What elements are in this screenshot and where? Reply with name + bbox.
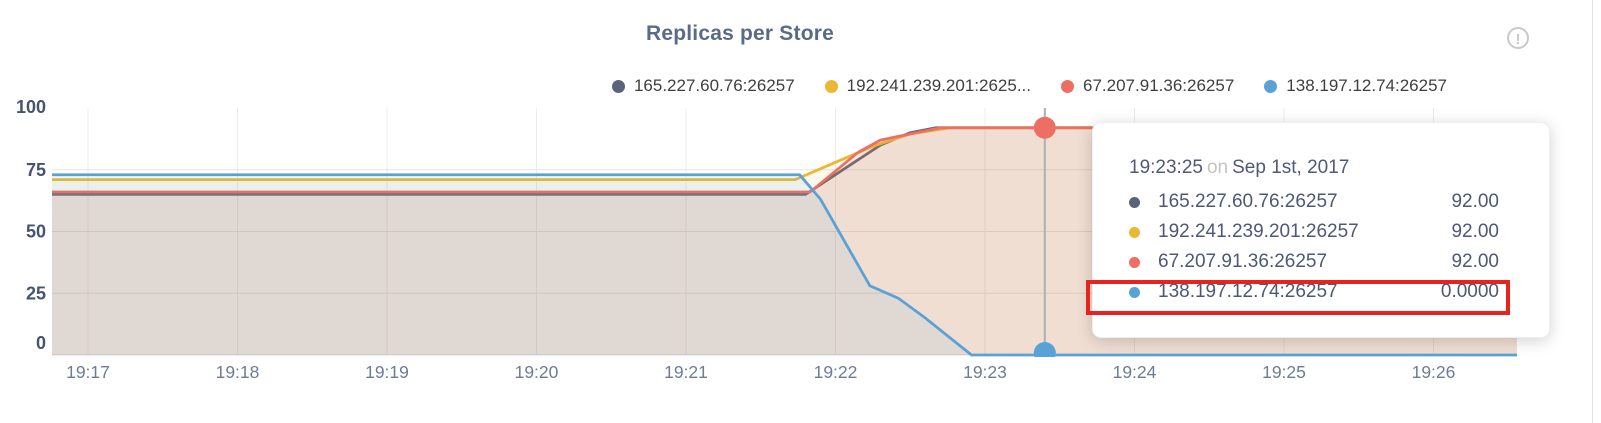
x-tick-label: 19:23 bbox=[963, 362, 1007, 382]
y-tick-label: 100 bbox=[16, 97, 46, 117]
legend-item[interactable]: 192.241.239.201:2625... bbox=[824, 76, 1032, 96]
tooltip-time: 19:23:25 bbox=[1129, 157, 1203, 178]
x-tick-label: 19:26 bbox=[1412, 362, 1456, 382]
x-axis-labels: 19:17 19:18 19:19 19:20 19:21 19:22 19:23 19:24… bbox=[66, 362, 1455, 382]
tooltip-series-dot-icon bbox=[1129, 286, 1140, 298]
tooltip-series-value: 92.00 bbox=[1451, 251, 1499, 272]
info-icon-glyph: ! bbox=[1515, 31, 1521, 48]
y-tick-label: 25 bbox=[26, 283, 46, 303]
info-icon[interactable]: ! bbox=[1507, 27, 1529, 49]
legend-label: 67.207.91.36:26257 bbox=[1083, 76, 1235, 95]
x-tick-label: 19:18 bbox=[216, 362, 260, 382]
hover-tooltip: 19:23:25 on Sep 1st, 2017 165.227.60.76:26… bbox=[1092, 122, 1550, 338]
series-line bbox=[52, 173, 1517, 357]
tooltip-date: Sep 1st, 2017 bbox=[1232, 157, 1350, 178]
legend-label: 165.227.60.76:26257 bbox=[633, 76, 795, 95]
y-tick-label: 50 bbox=[26, 222, 46, 242]
highlight-dots bbox=[1033, 116, 1056, 364]
x-tick-label: 19:25 bbox=[1262, 362, 1306, 382]
highlight-dot[interactable] bbox=[1033, 116, 1056, 139]
tooltip-series-name: 138.197.12.74:26257 bbox=[1158, 281, 1338, 302]
y-axis-labels: 0 25 50 75 100 bbox=[16, 97, 46, 353]
legend-dot-icon bbox=[1061, 79, 1075, 93]
tooltip-series-value: 0.0000 bbox=[1440, 281, 1499, 302]
chart-title: Replicas per Store bbox=[645, 22, 834, 45]
legend-item[interactable]: 67.207.91.36:26257 bbox=[1061, 76, 1234, 96]
tooltip-series-name: 192.241.239.201:26257 bbox=[1158, 221, 1359, 242]
tooltip-row: 192.241.239.201:26257 92.00 bbox=[1129, 217, 1499, 247]
tooltip-series-dot-icon bbox=[1129, 256, 1140, 268]
legend-label: 138.197.12.74:26257 bbox=[1286, 76, 1447, 95]
x-tick-label: 19:21 bbox=[664, 362, 708, 382]
legend-item[interactable]: 138.197.12.74:26257 bbox=[1264, 76, 1447, 96]
tooltip-series-value: 92.00 bbox=[1451, 191, 1499, 212]
x-tick-label: 19:17 bbox=[66, 362, 110, 382]
highlight-annotation-box bbox=[1086, 280, 1510, 315]
tooltip-row: 165.227.60.76:26257 92.00 bbox=[1129, 187, 1499, 217]
tooltip-header: 19:23:25 on Sep 1st, 2017 bbox=[1129, 157, 1499, 179]
x-tick-label: 19:24 bbox=[1113, 362, 1157, 382]
tooltip-series-dot-icon bbox=[1129, 196, 1140, 208]
y-tick-label: 75 bbox=[26, 160, 46, 180]
legend-item[interactable]: 165.227.60.76:26257 bbox=[611, 76, 795, 96]
y-tick-label: 0 bbox=[36, 333, 46, 353]
tooltip-connector: on bbox=[1206, 157, 1229, 178]
panel-divider bbox=[1592, 0, 1593, 423]
chart-legend: 165.227.60.76:26257 192.241.239.201:2625.… bbox=[0, 76, 1447, 96]
tooltip-series-name: 67.207.91.36:26257 bbox=[1158, 251, 1328, 272]
legend-dot-icon bbox=[824, 79, 838, 93]
legend-dot-icon bbox=[1264, 79, 1278, 93]
tooltip-row: 67.207.91.36:26257 92.00 bbox=[1129, 247, 1499, 277]
tooltip-series-value: 92.00 bbox=[1451, 221, 1499, 242]
tooltip-row-highlighted: 138.197.12.74:26257 0.0000 bbox=[1129, 277, 1499, 307]
tooltip-rows: 165.227.60.76:26257 92.00 192.241.239.201:… bbox=[1129, 187, 1499, 307]
tooltip-series-dot-icon bbox=[1129, 226, 1140, 238]
x-tick-label: 19:20 bbox=[515, 362, 559, 382]
tooltip-series-name: 165.227.60.76:26257 bbox=[1158, 191, 1338, 212]
x-tick-label: 19:22 bbox=[814, 362, 858, 382]
series-area bbox=[52, 174, 1517, 355]
legend-dot-icon bbox=[611, 79, 625, 93]
highlight-dot[interactable] bbox=[1033, 342, 1056, 364]
x-tick-label: 19:19 bbox=[365, 362, 409, 382]
legend-label: 192.241.239.201:2625... bbox=[846, 76, 1032, 95]
